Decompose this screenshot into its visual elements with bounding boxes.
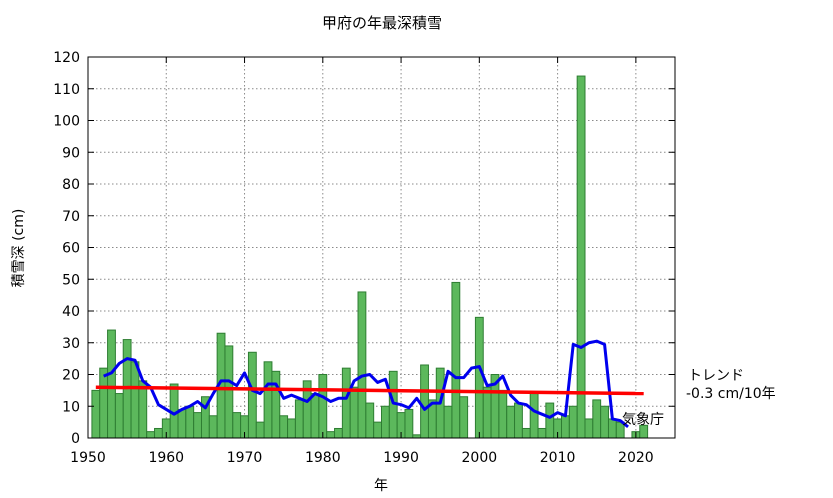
snow-bar <box>584 418 594 439</box>
snow-bar <box>451 281 461 439</box>
x-tick-labels: 1950 1960 1970 1980 1990 2000 2010 2020 <box>70 450 654 466</box>
chart-title: 甲府の年最深積雪 <box>322 14 442 32</box>
snow-bar <box>357 291 367 439</box>
y-tick-label: 40 <box>62 304 80 320</box>
trend-line <box>95 385 644 396</box>
y-tick-label: 0 <box>71 431 80 447</box>
snow-bar <box>568 405 578 439</box>
trend-label: トレンド <box>688 368 744 384</box>
snow-bar <box>247 351 257 439</box>
y-axis-label: 積雪深 (cm) <box>11 209 27 288</box>
snow-bar <box>498 389 508 439</box>
snow-bar <box>561 415 570 439</box>
trend-value: -0.3 cm/10年 <box>686 386 776 402</box>
lines <box>95 339 644 429</box>
snow-bar <box>529 393 539 439</box>
x-tick-label: 1990 <box>383 450 419 466</box>
y-tick-label: 60 <box>62 241 80 257</box>
snow-bar <box>474 316 484 439</box>
snow-bar <box>514 402 523 439</box>
snow-bar <box>545 402 555 439</box>
snow-bar <box>177 408 187 439</box>
snow-bar <box>310 393 320 439</box>
snow-bar <box>334 427 343 439</box>
y-tick-labels: 0 10 20 30 40 50 60 70 80 90 100 110 120 <box>53 50 80 447</box>
y-tick-label: 70 <box>62 209 80 225</box>
snow-bar <box>373 421 383 439</box>
y-tick-label: 110 <box>53 82 80 98</box>
y-tick-label: 90 <box>62 145 80 161</box>
moving-average-line <box>103 339 629 429</box>
snow-bar <box>130 361 140 439</box>
snow-bar <box>349 386 359 439</box>
snow-bar <box>537 427 547 439</box>
snow-bar <box>271 370 281 439</box>
ticks <box>87 56 675 439</box>
x-tick-label: 2010 <box>540 450 576 466</box>
snow-bar <box>459 396 469 439</box>
snow-bar <box>208 415 218 439</box>
snow-bar <box>607 418 617 439</box>
snow-bar <box>482 386 492 439</box>
snow-bar <box>506 405 516 439</box>
snow-bar <box>404 408 414 439</box>
snow-bar <box>263 361 273 439</box>
snow-bar <box>443 405 453 439</box>
snow-bar <box>279 415 289 439</box>
snow-bar <box>193 412 202 439</box>
snow-bar <box>185 405 195 439</box>
snow-bar <box>232 412 242 439</box>
snow-bar <box>224 345 234 439</box>
snow-bar <box>318 374 328 439</box>
snow-bar <box>365 402 375 439</box>
snow-bar <box>91 389 101 439</box>
x-tick-label: 1970 <box>227 450 263 466</box>
snow-bar <box>341 367 351 439</box>
x-tick-label: 2000 <box>462 450 498 466</box>
source-label: 気象庁 <box>622 412 664 428</box>
snow-bar <box>99 367 109 439</box>
snow-bar <box>600 405 609 439</box>
y-tick-label: 30 <box>62 336 80 352</box>
snow-bar <box>107 329 116 439</box>
x-tick-label: 1960 <box>148 450 184 466</box>
y-tick-label: 100 <box>53 114 80 130</box>
bars <box>91 75 649 439</box>
snow-bar <box>326 431 336 439</box>
y-tick-label: 20 <box>62 368 80 384</box>
x-tick-label: 1980 <box>305 450 341 466</box>
x-tick-label: 2020 <box>618 450 654 466</box>
x-tick-label: 1950 <box>70 450 106 466</box>
y-tick-label: 80 <box>62 177 80 193</box>
snow-bar <box>287 418 296 439</box>
snow-bar <box>146 431 156 439</box>
snow-bar <box>420 364 429 439</box>
y-tick-label: 10 <box>62 399 80 415</box>
snow-bar <box>294 399 304 439</box>
snow-bar <box>381 405 390 439</box>
snow-bar <box>255 421 265 439</box>
snow-bar <box>114 393 124 439</box>
snow-bar <box>592 399 602 439</box>
snow-bar <box>576 75 586 439</box>
y-tick-label: 120 <box>53 50 80 66</box>
y-tick-label: 50 <box>62 272 80 288</box>
x-axis-label: 年 <box>374 478 388 494</box>
snow-bar <box>521 427 531 439</box>
snow-bar <box>154 427 163 439</box>
